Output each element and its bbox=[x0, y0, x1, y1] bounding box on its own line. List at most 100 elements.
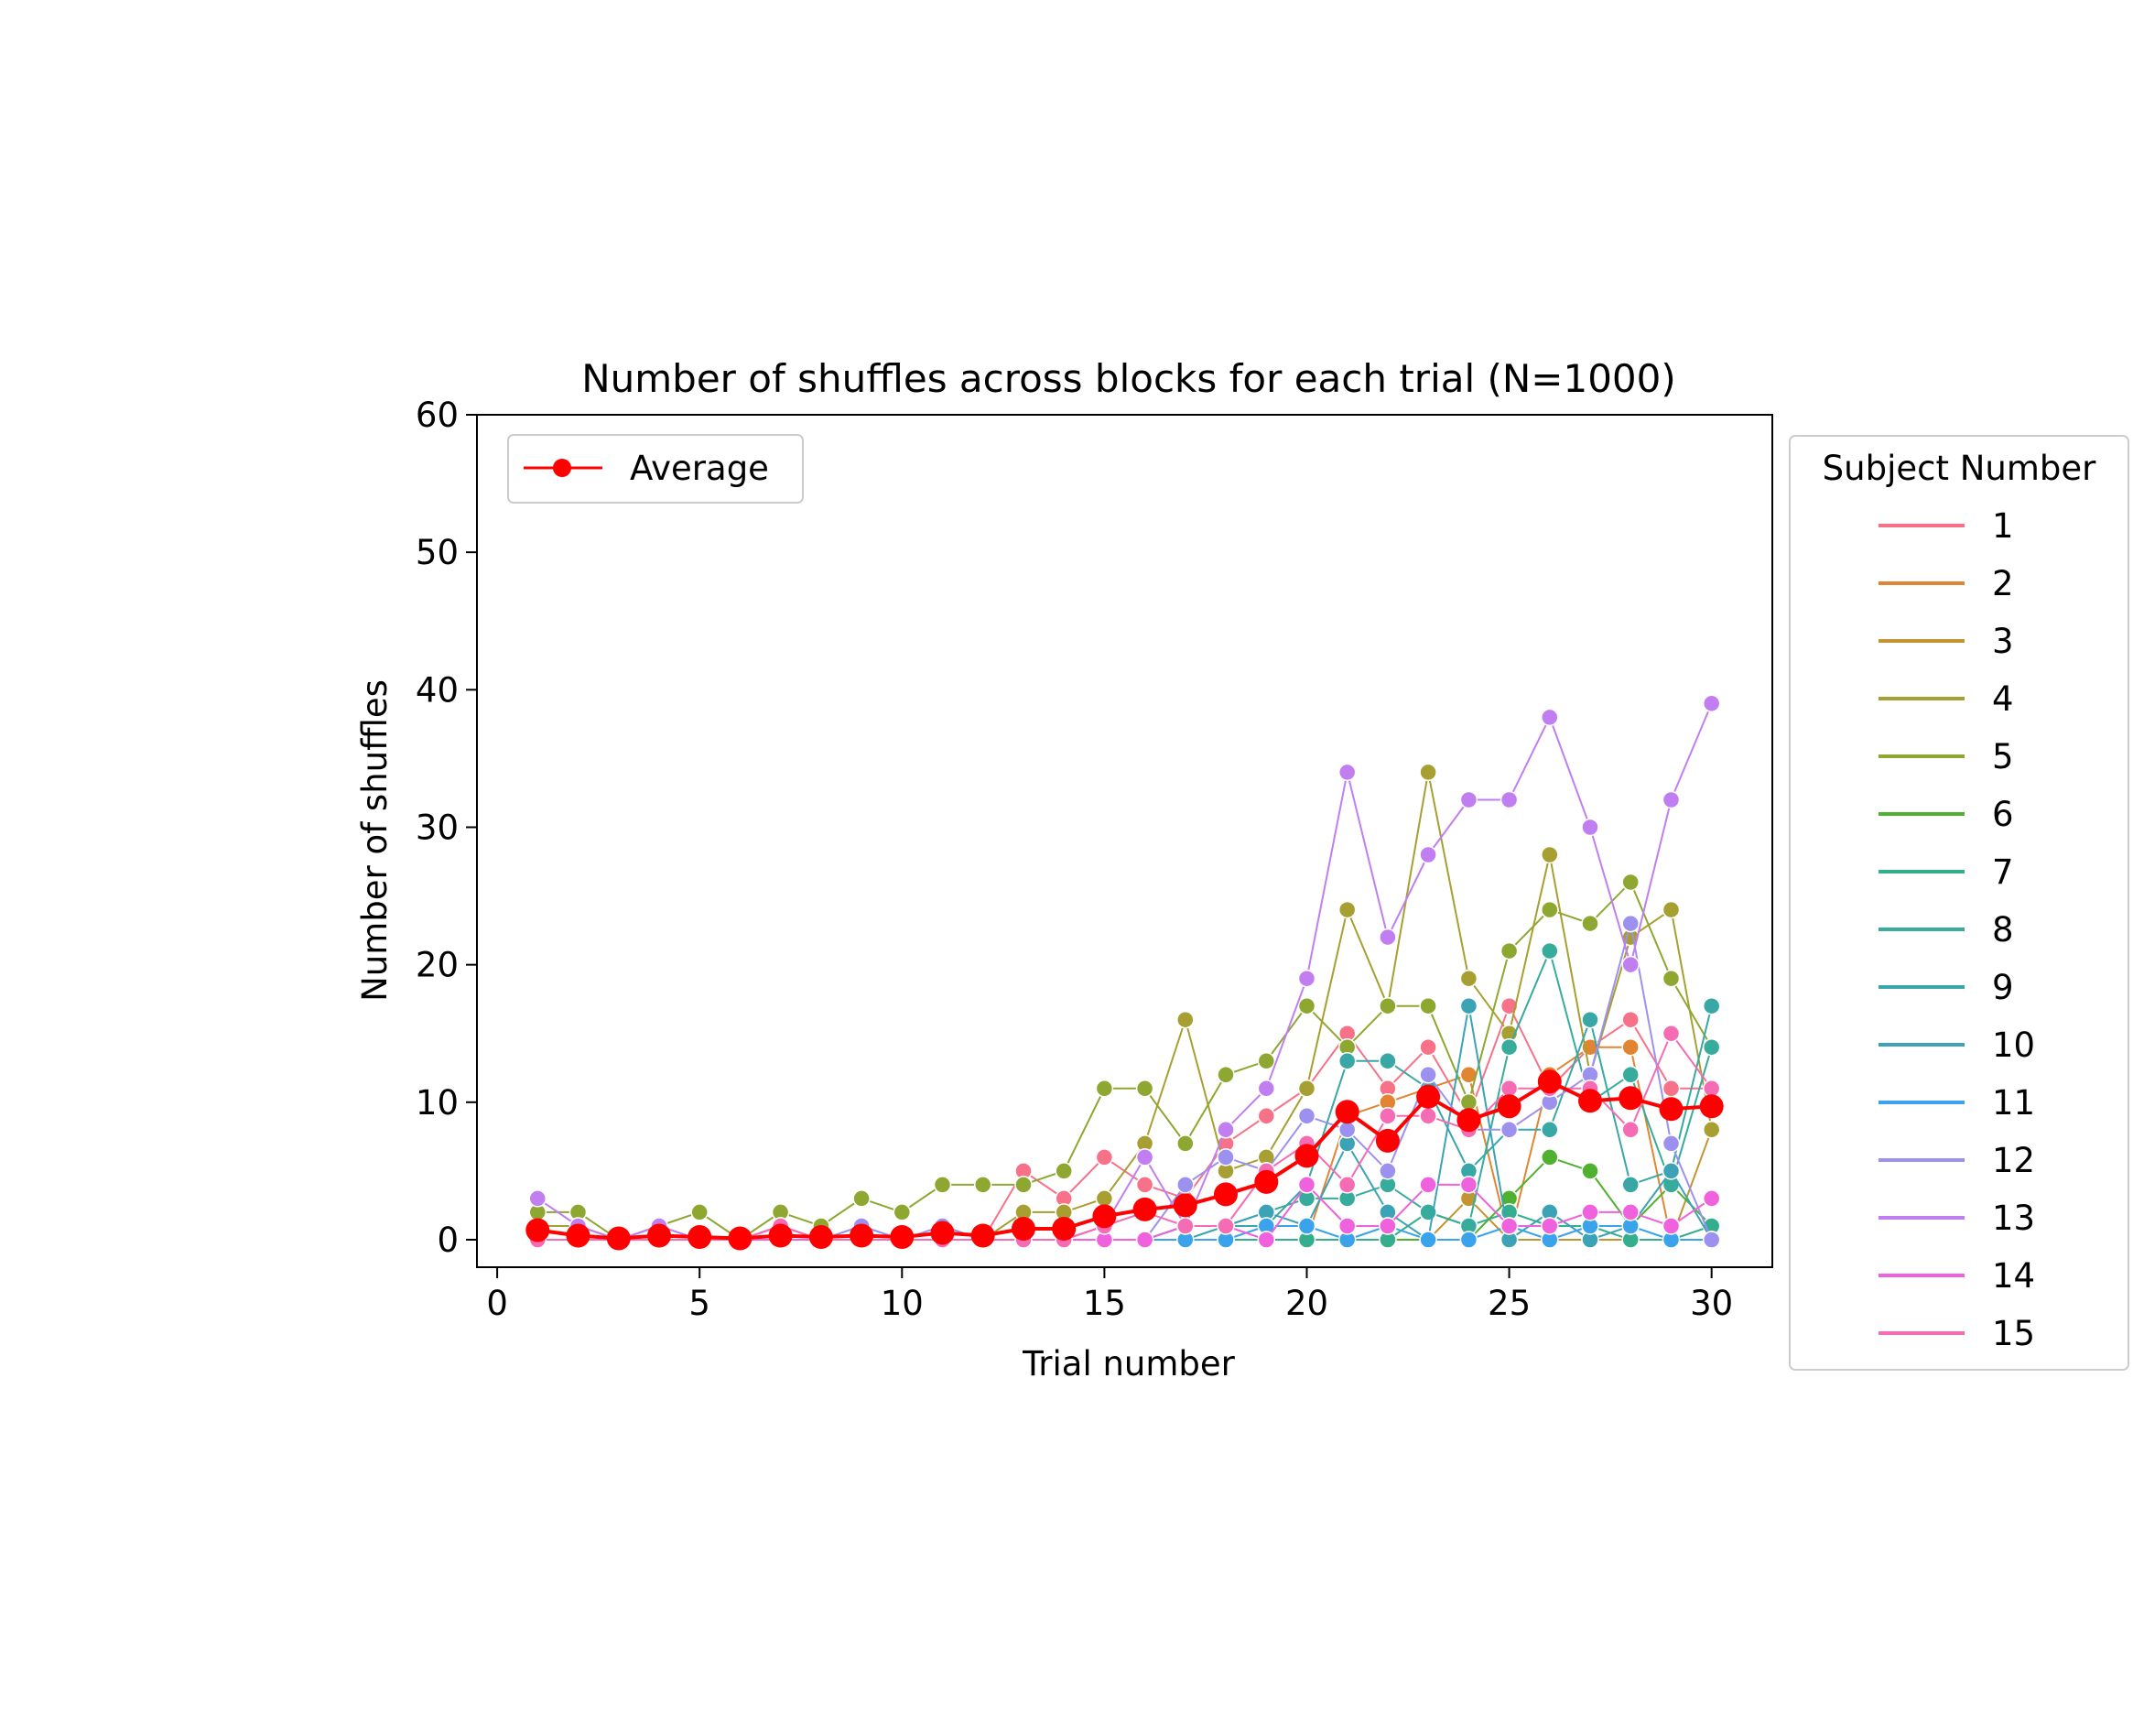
series-15-point bbox=[1500, 1080, 1519, 1098]
plot-area bbox=[525, 694, 1724, 1251]
x-tick-label: 10 bbox=[881, 1284, 924, 1323]
series-5-point bbox=[1581, 914, 1599, 933]
series-15-point bbox=[1176, 1217, 1195, 1235]
subject-legend-label: 2 bbox=[1992, 564, 2014, 603]
series-5-point bbox=[1621, 873, 1640, 892]
series-5-point bbox=[1379, 996, 1397, 1015]
series-9-point bbox=[1581, 1010, 1599, 1029]
series-13-point bbox=[1581, 818, 1599, 837]
subject-legend-label: 9 bbox=[1992, 968, 2014, 1007]
y-tick-label: 30 bbox=[416, 808, 459, 847]
series-13-point bbox=[1297, 969, 1316, 988]
series-13-point bbox=[1419, 845, 1437, 864]
series-5-point bbox=[1176, 1134, 1195, 1153]
series-average-point bbox=[647, 1223, 671, 1248]
subject-legend-label: 5 bbox=[1992, 737, 2014, 776]
series-average-point bbox=[768, 1223, 793, 1248]
series-8-line bbox=[537, 949, 1713, 1241]
subject-legend-item: 5 bbox=[1879, 737, 2014, 776]
series-11-point bbox=[1459, 1231, 1478, 1249]
series-13-point bbox=[1135, 1148, 1154, 1166]
series-15-point bbox=[1419, 1107, 1437, 1125]
series-average-point bbox=[1214, 1182, 1238, 1207]
series-9-point bbox=[1702, 996, 1721, 1015]
series-average-point bbox=[1173, 1193, 1197, 1218]
series-average-point bbox=[970, 1223, 995, 1248]
series-14-point bbox=[1500, 1217, 1519, 1235]
series-9-line bbox=[537, 1005, 1713, 1241]
series-14-point bbox=[1621, 1203, 1640, 1221]
series-average-point bbox=[1699, 1094, 1724, 1119]
x-tick-label: 20 bbox=[1285, 1284, 1328, 1323]
series-1-point bbox=[1621, 1010, 1640, 1029]
series-5-point bbox=[1257, 1052, 1276, 1070]
average-legend: Average bbox=[507, 434, 804, 504]
subject-legend-item: 14 bbox=[1879, 1256, 2035, 1296]
series-4-line bbox=[537, 771, 1713, 1241]
series-average-point bbox=[525, 1218, 550, 1242]
series-14-point bbox=[1297, 1176, 1316, 1194]
series-14-point bbox=[1337, 1217, 1357, 1235]
series-8-point bbox=[1541, 941, 1559, 960]
series-9-point bbox=[1541, 1121, 1559, 1139]
series-9-point bbox=[1379, 1052, 1397, 1070]
series-average-point bbox=[1659, 1097, 1684, 1122]
subject-legend-label: 8 bbox=[1992, 910, 2014, 949]
series-14-point bbox=[1257, 1231, 1276, 1249]
series-1-point bbox=[1662, 1080, 1681, 1098]
series-5-point bbox=[1419, 996, 1437, 1015]
series-12-point bbox=[1176, 1176, 1195, 1194]
series-average-point bbox=[606, 1226, 631, 1251]
series-4-point bbox=[1419, 763, 1437, 782]
series-5-point bbox=[1541, 900, 1559, 919]
series-5-point bbox=[1014, 1176, 1033, 1194]
series-average-point bbox=[566, 1223, 590, 1248]
x-tick-label: 0 bbox=[486, 1284, 508, 1323]
series-average-point bbox=[1416, 1084, 1441, 1109]
series-4-point bbox=[1702, 1121, 1721, 1139]
series-5-point bbox=[1500, 941, 1519, 960]
series-5-point bbox=[1095, 1080, 1114, 1098]
subject-legend-item: 3 bbox=[1879, 622, 2014, 661]
series-15-point bbox=[1702, 1080, 1721, 1098]
series-9-point bbox=[1337, 1052, 1357, 1070]
series-15-point bbox=[1217, 1217, 1235, 1235]
y-tick-label: 20 bbox=[416, 946, 459, 985]
series-5-point bbox=[893, 1203, 912, 1221]
series-15-point bbox=[1662, 1024, 1681, 1043]
subject-legend-label: 13 bbox=[1992, 1199, 2035, 1238]
series-8-point bbox=[1500, 1037, 1519, 1057]
average-legend-label: Average bbox=[630, 449, 769, 488]
series-5-point bbox=[852, 1189, 871, 1208]
subject-legend-label: 11 bbox=[1992, 1083, 2035, 1123]
series-13-line bbox=[536, 702, 1713, 1241]
y-tick-label: 50 bbox=[416, 533, 459, 572]
series-5-point bbox=[1297, 996, 1316, 1015]
series-1-line bbox=[537, 1004, 1712, 1241]
series-14-point bbox=[1581, 1203, 1599, 1221]
series-8 bbox=[528, 941, 1721, 1249]
series-1-point bbox=[1135, 1176, 1154, 1194]
series-1-point bbox=[1257, 1107, 1276, 1125]
series-1-point bbox=[1419, 1037, 1437, 1057]
x-tick-label: 5 bbox=[688, 1284, 710, 1323]
series-average-point bbox=[1537, 1069, 1562, 1094]
series-12-point bbox=[1297, 1107, 1316, 1125]
subject-legend-item: 8 bbox=[1879, 910, 2014, 949]
series-average-point bbox=[1254, 1169, 1279, 1194]
series-2-line bbox=[537, 1046, 1712, 1241]
series-12-point bbox=[1337, 1121, 1357, 1139]
x-tick-label: 25 bbox=[1488, 1284, 1531, 1323]
series-4-point bbox=[1297, 1080, 1316, 1098]
series-9-point bbox=[1621, 1176, 1640, 1194]
series-13-point bbox=[1379, 928, 1397, 947]
series-average-point bbox=[890, 1225, 915, 1249]
subject-legend-item: 1 bbox=[1879, 506, 2014, 546]
series-average-point bbox=[1132, 1197, 1157, 1221]
series-13-point bbox=[1662, 790, 1681, 809]
series-4-point bbox=[1095, 1189, 1114, 1208]
series-6-point bbox=[1541, 1148, 1559, 1166]
series-14-point bbox=[1702, 1189, 1721, 1208]
series-14-point bbox=[1541, 1217, 1559, 1235]
series-10-point bbox=[1662, 1162, 1681, 1180]
